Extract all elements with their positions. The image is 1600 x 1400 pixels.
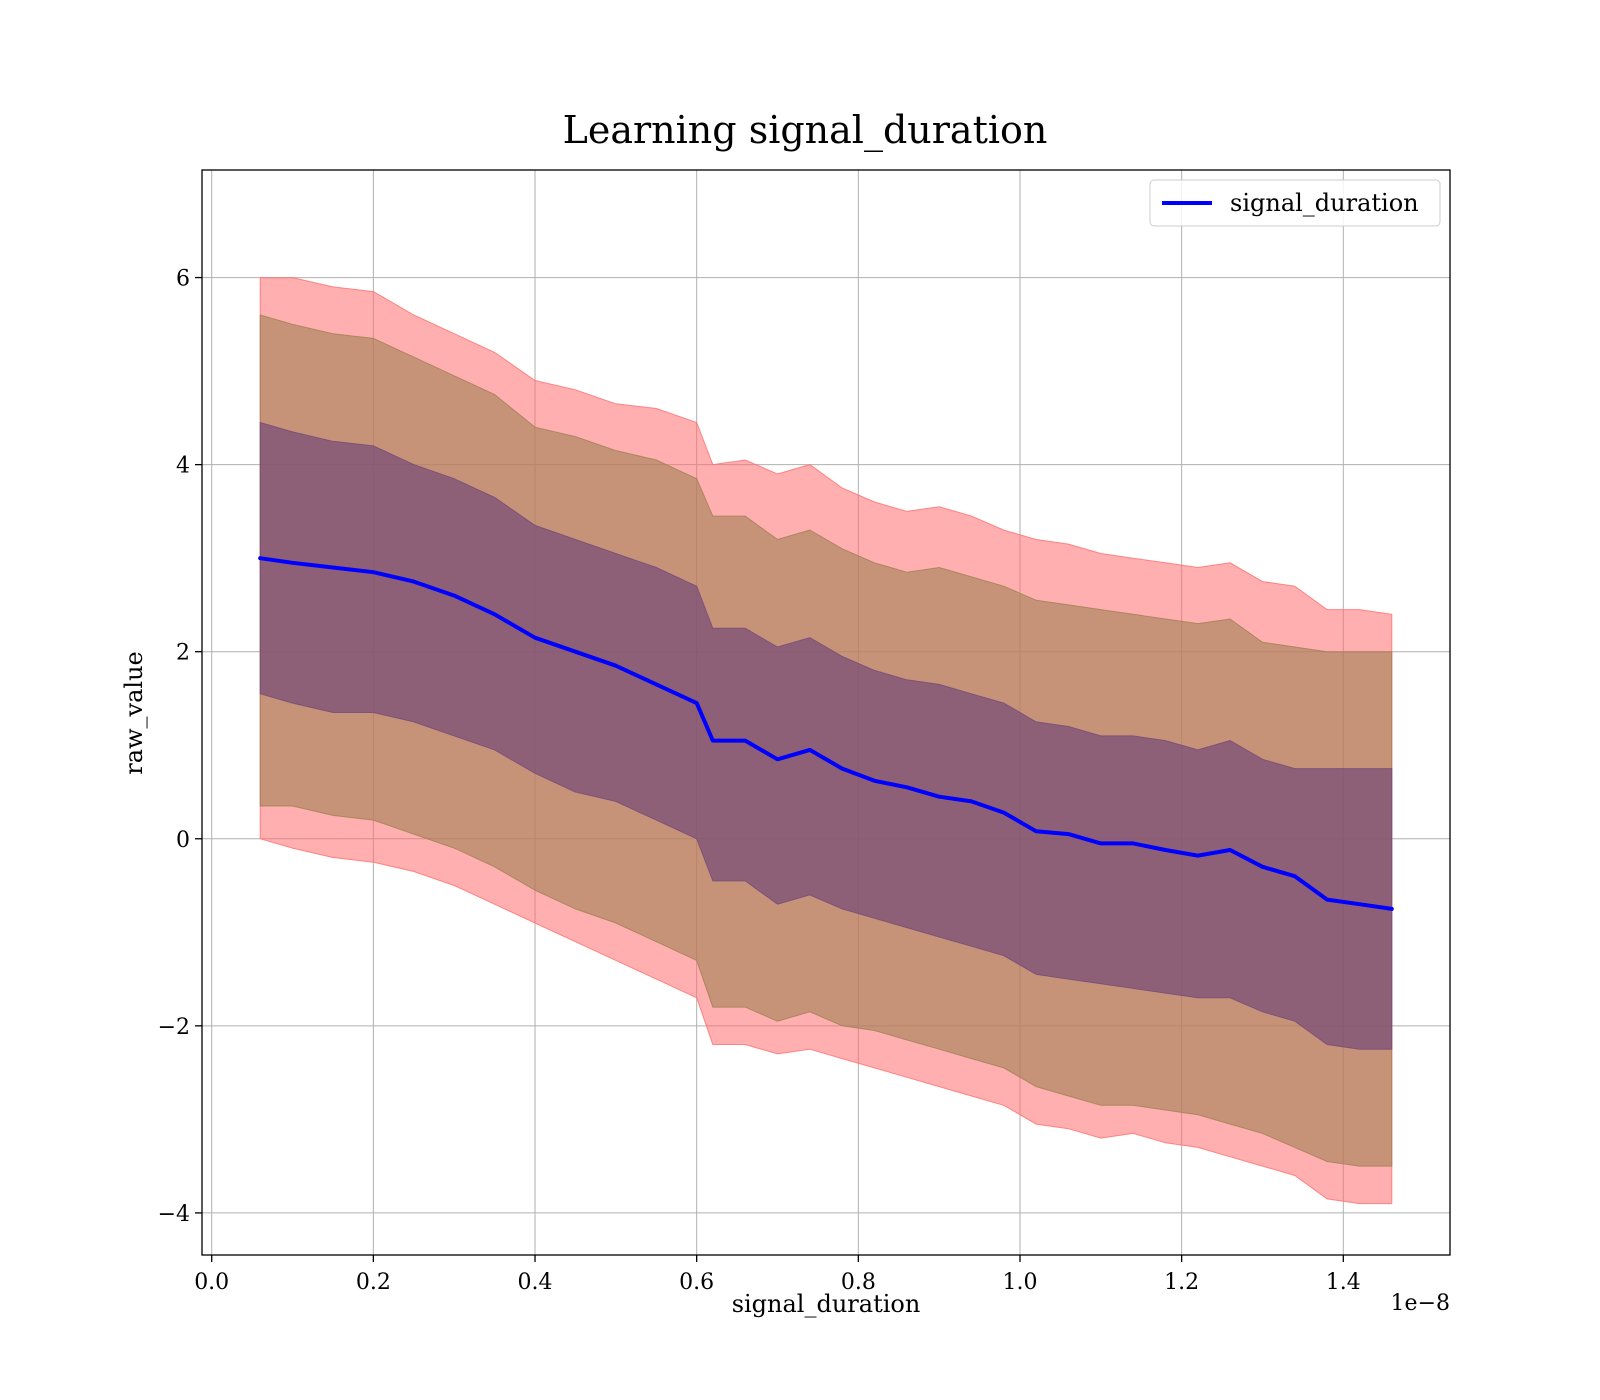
x-axis-label: signal_duration [732, 1290, 921, 1318]
confidence-bands [259, 277, 1393, 1205]
y-tick-label: 4 [176, 454, 190, 479]
x-tick-label: 0.6 [679, 1270, 714, 1295]
band-1-sigma [259, 421, 1393, 1050]
y-tick-label: −2 [158, 1015, 190, 1040]
y-axis-label: raw_value [120, 651, 148, 775]
chart-title: Learning signal_duration [563, 108, 1048, 153]
mean-line-group [258, 556, 1394, 911]
x-axis-offset-text: 1e−8 [1391, 1291, 1450, 1316]
legend-frame [1149, 179, 1441, 227]
x-tick-label: 1.2 [1164, 1270, 1199, 1295]
x-tick-label: 0.0 [194, 1270, 229, 1295]
legend: signal_duration [1149, 179, 1441, 227]
x-tick-label: 0.4 [518, 1270, 553, 1295]
x-tick-label: 0.8 [841, 1270, 876, 1295]
plot-frame [201, 169, 1451, 1256]
x-tick-label: 1.0 [1002, 1270, 1037, 1295]
x-tick-label: 0.2 [356, 1270, 391, 1295]
y-tick-label: 2 [176, 641, 190, 666]
legend-label-signal-duration: signal_duration [1230, 189, 1419, 217]
series-line-signal-duration [258, 556, 1394, 911]
x-tick-label: 1.4 [1326, 1270, 1361, 1295]
y-tick-label: 0 [176, 828, 190, 853]
y-tick-label: 6 [176, 267, 190, 292]
y-tick-label: −4 [158, 1202, 190, 1227]
axis-ticks: 0.0 0.2 0.4 0.6 0.8 1.0 1.2 1.4 −4 −2 0 2 4 6 [158, 267, 1361, 1295]
